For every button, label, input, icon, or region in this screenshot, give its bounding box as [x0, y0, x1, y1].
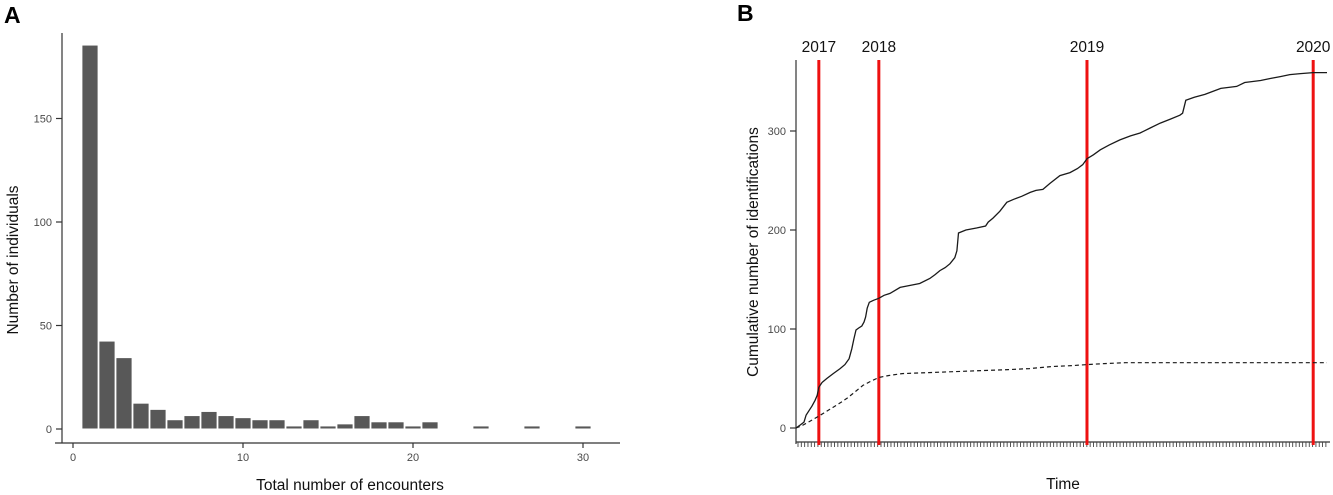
- year-marker-label: 2018: [862, 39, 896, 56]
- a-y-tick-label: 0: [46, 424, 52, 436]
- histogram-bar: [82, 45, 98, 429]
- b-y-tick-label: 0: [780, 423, 786, 435]
- year-marker-label: 2020: [1296, 39, 1331, 56]
- histogram-bar: [116, 358, 132, 429]
- histogram-bar: [575, 426, 591, 429]
- histogram-bar: [473, 426, 489, 429]
- panel-b-tag: B: [737, 0, 754, 26]
- a-x-tick-label: 30: [577, 452, 589, 464]
- histogram-plot: 0 10 20 30 0 50 100 150: [34, 33, 620, 464]
- histogram-bar: [337, 424, 353, 429]
- a-x-tick-label: 20: [407, 452, 419, 464]
- panel-a-y-axis-title: Number of individuals: [5, 185, 22, 335]
- histogram-bar: [320, 426, 336, 429]
- histogram-bar: [371, 422, 387, 429]
- a-x-tick-label: 10: [237, 452, 249, 464]
- histogram-bar: [388, 422, 404, 429]
- histogram-bar: [422, 422, 438, 429]
- histogram-bar: [167, 420, 183, 429]
- histogram-bar: [99, 341, 115, 429]
- histogram-bar: [524, 426, 540, 429]
- panel-b-y-axis-title: Cumulative number of identifications: [745, 127, 762, 377]
- histogram-bar: [269, 420, 285, 429]
- year-marker-label: 2017: [802, 39, 836, 56]
- histogram-bar: [354, 416, 370, 429]
- histogram-bar: [133, 403, 149, 429]
- curve-cumulative-identifications: [795, 71, 1327, 429]
- histogram-bar: [252, 420, 268, 429]
- a-y-tick-label: 50: [40, 321, 52, 333]
- panel-a-tag: A: [4, 2, 21, 28]
- a-y-tick-label: 150: [34, 114, 52, 126]
- histogram-bar: [286, 426, 302, 429]
- panel-b-x-axis-title: Time: [1046, 476, 1080, 493]
- b-y-tick-label: 300: [768, 126, 786, 138]
- curve-cumulative-individuals: [795, 362, 1327, 429]
- year-marker-label: 2019: [1070, 39, 1104, 56]
- panel-a-x-axis-title: Total number of encounters: [256, 477, 444, 494]
- histogram-bar: [218, 416, 234, 429]
- histogram-bar: [303, 420, 319, 429]
- histogram-bar: [235, 418, 251, 429]
- a-x-tick-label: 0: [70, 452, 76, 464]
- a-y-tick-label: 100: [34, 217, 52, 229]
- b-y-tick-label: 100: [768, 324, 786, 336]
- histogram-bar: [150, 409, 166, 429]
- histogram-bar: [184, 416, 200, 429]
- histogram-bar: [201, 411, 217, 429]
- b-y-tick-label: 200: [768, 225, 786, 237]
- histogram-bar: [405, 426, 421, 429]
